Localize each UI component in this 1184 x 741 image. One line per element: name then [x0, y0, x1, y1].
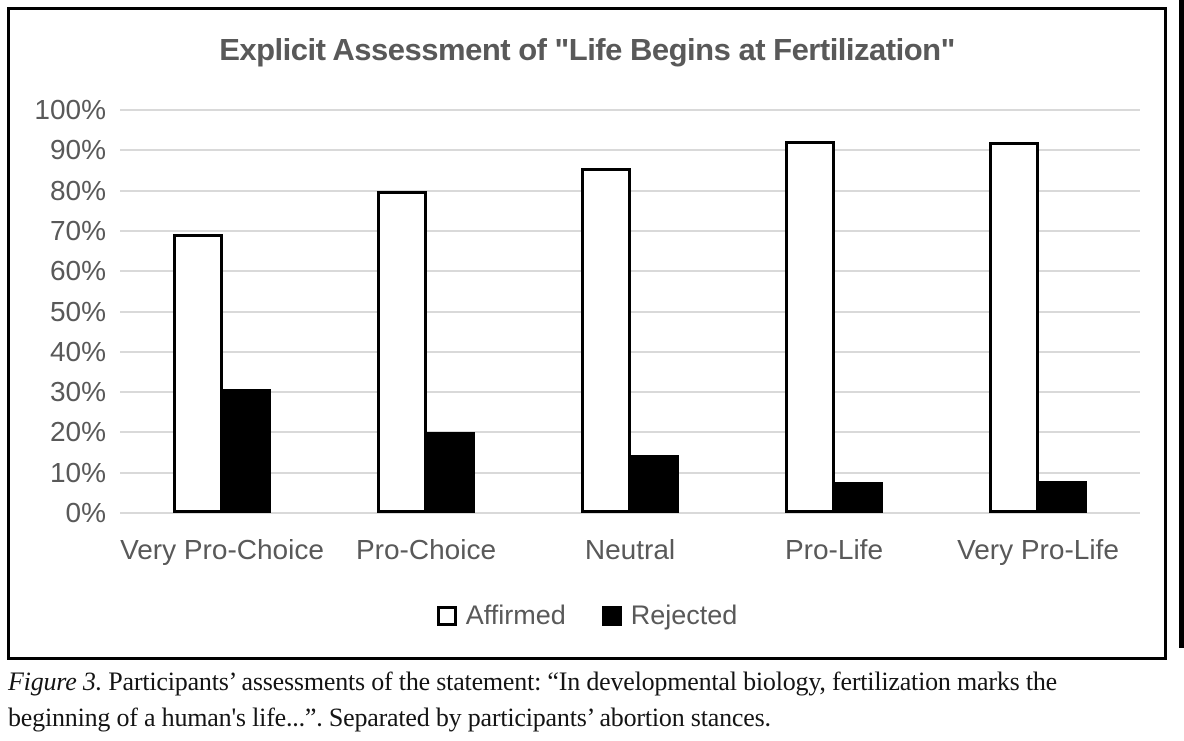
legend-label: Affirmed	[465, 600, 566, 630]
legend-entry-affirmed: Affirmed	[436, 600, 566, 631]
chart-legend: Affirmed Rejected	[10, 600, 1164, 631]
figure-caption: Figure 3. Participants’ assessments of t…	[8, 664, 1057, 736]
y-axis-tick-label: 100%	[34, 94, 106, 125]
caption-line1: Participants’ assessments of the stateme…	[102, 667, 1058, 696]
x-axis-category-label: Pro-Choice	[355, 534, 497, 565]
caption-line2: beginning of a human's life...”. Separat…	[8, 703, 771, 732]
legend-swatch-affirmed-icon	[436, 605, 457, 626]
bar-rejected-neutral	[631, 455, 679, 513]
gridline	[120, 149, 1140, 152]
legend-swatch-rejected-icon	[601, 605, 622, 626]
y-axis-tick-label: 30%	[49, 376, 106, 408]
y-axis-tick-label: 60%	[49, 255, 106, 287]
x-axis-category-label: Very Pro-Life	[957, 534, 1119, 565]
bar-affirmed-neutral	[581, 167, 631, 513]
bar-rejected-pro-choice	[427, 431, 475, 513]
bar-affirmed-pro-life	[785, 141, 835, 513]
legend-label: Rejected	[630, 600, 738, 630]
y-axis-tick-label: 0%	[65, 497, 106, 528]
bar-affirmed-pro-choice	[377, 191, 427, 513]
chart-title: Explicit Assessment of "Life Begins at F…	[219, 32, 955, 67]
y-axis-tick-label: 10%	[49, 456, 106, 488]
y-axis-tick-label: 20%	[49, 416, 106, 448]
y-axis-tick-label: 90%	[49, 134, 106, 166]
bar-affirmed-very-pro-choice	[173, 234, 223, 513]
y-axis-tick-label: 80%	[49, 174, 106, 206]
x-axis-category-label: Neutral	[584, 534, 676, 565]
gridline	[120, 512, 1140, 514]
figure-label: Figure 3.	[8, 667, 102, 696]
y-axis-tick-label: 40%	[49, 335, 106, 367]
y-axis-tick-label: 50%	[49, 295, 106, 327]
figure-border-box: Explicit Assessment of "Life Begins at F…	[7, 7, 1167, 660]
y-axis-tick-label: 70%	[49, 214, 106, 246]
page-edge-strip	[1179, 0, 1184, 648]
bar-rejected-very-pro-life	[1039, 481, 1087, 513]
gridline	[120, 109, 1140, 111]
bar-rejected-very-pro-choice	[223, 388, 271, 513]
x-axis-category-label: Very Pro-Choice	[120, 534, 324, 565]
plot-area	[120, 109, 1140, 514]
x-axis-category-label: Pro-Life	[784, 534, 884, 565]
bar-affirmed-very-pro-life	[989, 141, 1039, 513]
legend-entry-rejected: Rejected	[601, 600, 738, 631]
bar-rejected-pro-life	[835, 481, 883, 513]
